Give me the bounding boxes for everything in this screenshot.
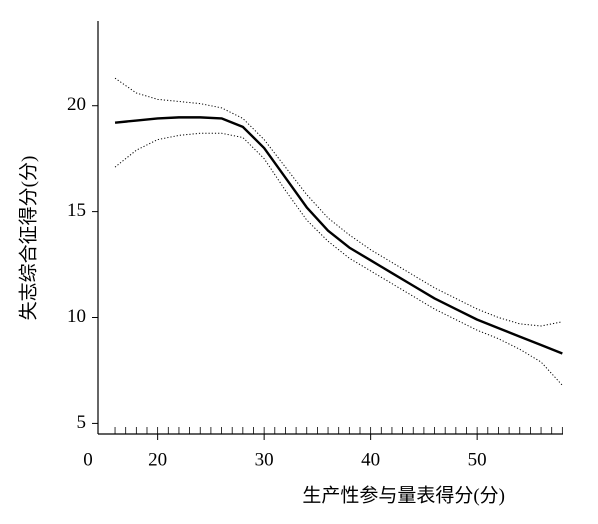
- confidence-band: [114, 77, 563, 327]
- x-tick-label: 30: [255, 449, 274, 470]
- y-tick-label: 5: [77, 412, 87, 433]
- fit-line: [114, 116, 563, 355]
- x-axis-title: 生产性参与量表得分(分): [302, 484, 505, 506]
- x-tick-label: 20: [148, 449, 167, 470]
- y-axis-title: 失志综合征得分(分): [17, 156, 39, 321]
- confidence-band: [114, 132, 563, 386]
- y-tick-label: 15: [67, 200, 86, 221]
- y-tick-label: 10: [67, 306, 86, 327]
- y-tick-label: 20: [67, 94, 86, 115]
- x-tick-label: 50: [468, 449, 487, 470]
- origin-label: 0: [83, 449, 93, 470]
- x-tick-label: 40: [361, 449, 380, 470]
